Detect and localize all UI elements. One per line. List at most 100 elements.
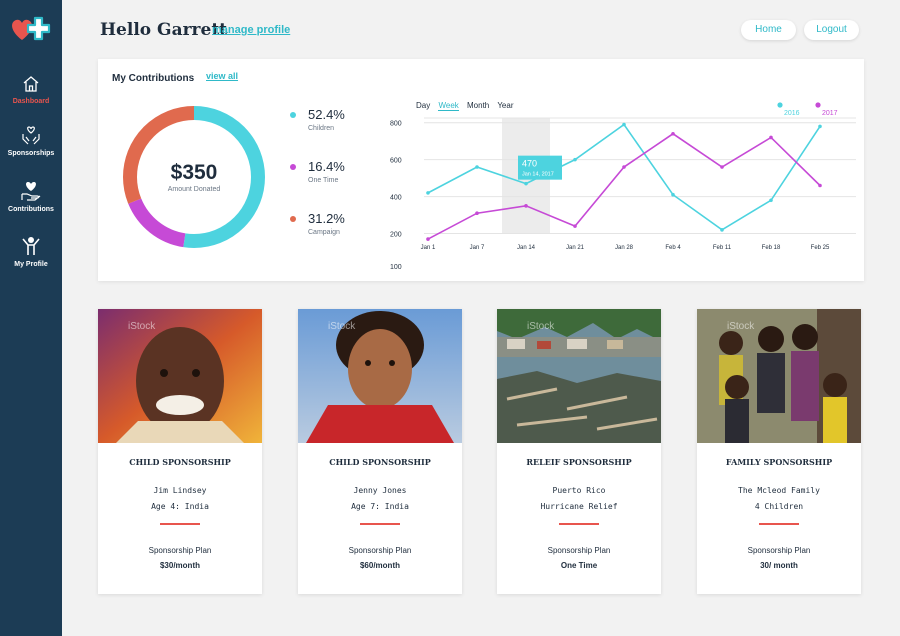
sponsored-child-photo: iStock <box>298 309 462 443</box>
data-point <box>524 204 528 208</box>
sponsorship-type: RELEIF SPONSORSHIP <box>526 457 632 467</box>
y-tick-label: 100 <box>390 264 402 271</box>
data-point <box>475 165 479 169</box>
data-point <box>426 237 430 241</box>
data-point <box>720 228 724 232</box>
data-point <box>671 131 675 136</box>
sidebar-item-dashboard[interactable]: Dashboard <box>0 74 62 105</box>
sponsorship-card[interactable]: iStock CHILD SPONSORSHIP Jim Lindsey Age… <box>98 309 262 594</box>
x-tick-label: Jan 14 <box>517 245 536 251</box>
series-line-2016 <box>427 123 821 231</box>
x-tick-label: Feb 4 <box>665 245 681 251</box>
plan-value: $30/month <box>159 561 200 570</box>
plan-value: $60/month <box>359 561 400 570</box>
stat-label: Campaign <box>308 229 340 236</box>
y-tick-label: 400 <box>390 195 402 202</box>
family-photo: iStock <box>697 309 861 443</box>
data-point <box>524 181 528 186</box>
sponsor-name: Puerto Rico <box>552 486 606 495</box>
logout-button[interactable]: Logout <box>804 20 859 40</box>
stat-label: One Time <box>308 177 339 184</box>
x-tick-label: Feb 11 <box>713 245 732 251</box>
donut-segment-campaign <box>123 106 265 248</box>
data-point <box>426 191 430 195</box>
contributions-title: My Contributions <box>112 73 195 84</box>
divider <box>160 523 200 525</box>
y-tick-label: 800 <box>390 121 402 128</box>
tooltip-date: Jan 14, 2017 <box>522 172 554 178</box>
data-point <box>818 183 822 188</box>
plan-label: Sponsorship Plan <box>547 546 611 555</box>
legend-dot <box>290 164 296 170</box>
sponsorship-card[interactable]: iStock CHILD SPONSORSHIP Jenny Jones Age… <box>298 309 462 594</box>
hands-heart-icon <box>22 126 40 145</box>
data-point <box>769 198 773 203</box>
sponsorship-type: CHILD SPONSORSHIP <box>129 457 231 467</box>
sidebar-item-sponsorships[interactable]: Sponsorships <box>0 124 62 157</box>
plan-label: Sponsorship Plan <box>747 546 811 555</box>
sponsor-name: Jenny Jones <box>353 486 407 495</box>
sponsorship-card[interactable]: iStock RELEIF SPONSORSHIP Puerto Rico Hu… <box>497 309 661 594</box>
data-point <box>573 157 577 162</box>
legend-label: 2017 <box>822 110 838 117</box>
plan-value: 30/ month <box>760 561 798 570</box>
chart-period-tabs: Day Week Month Year <box>416 101 520 111</box>
tab-year[interactable]: Year <box>497 101 514 110</box>
sidebar: Dashboard Sponsorships Contributions My … <box>0 0 62 636</box>
x-tick-label: Feb 25 <box>811 245 830 251</box>
plan-value: One Time <box>560 561 598 570</box>
stat-value: 16.4% <box>308 159 345 174</box>
plan-label: Sponsorship Plan <box>348 546 412 555</box>
view-all-link[interactable]: view all <box>206 71 239 81</box>
manage-profile-link[interactable]: manage profile <box>212 24 291 36</box>
y-tick-label: 600 <box>390 158 402 165</box>
sidebar-item-label: Sponsorships <box>7 150 55 157</box>
person-icon <box>22 237 40 255</box>
tooltip-value: 470 <box>522 159 537 169</box>
divider <box>559 523 599 525</box>
sponsor-detail: Age 4: India <box>151 502 209 511</box>
sponsor-name: The Mcleod Family <box>738 486 820 495</box>
sidebar-item-my-profile[interactable]: My Profile <box>0 235 62 268</box>
sponsored-child-photo: iStock <box>98 309 262 443</box>
sponsor-detail: Hurricane Relief <box>540 502 618 511</box>
legend-dot <box>777 102 783 108</box>
divider <box>759 523 799 525</box>
y-tick-label: 200 <box>390 232 402 239</box>
sponsor-name: Jim Lindsey <box>153 486 207 495</box>
data-point <box>769 135 773 140</box>
watermark: iStock <box>527 321 555 332</box>
sidebar-item-contributions[interactable]: Contributions <box>0 180 62 213</box>
donut-chart <box>123 106 265 248</box>
contributions-line-chart: 800 600 400 200 100 Jan 1 Jan 7 Jan 14 Jan 21 Jan… <box>390 102 856 271</box>
legend-label: 2016 <box>784 110 800 117</box>
stat-value: 31.2% <box>308 211 345 226</box>
relief-photo: iStock <box>497 309 661 443</box>
heart-hand-icon <box>21 182 41 201</box>
legend-dot <box>815 102 821 108</box>
sidebar-item-label: Contributions <box>8 206 54 213</box>
data-point <box>475 211 479 216</box>
sponsorship-type: CHILD SPONSORSHIP <box>329 457 431 467</box>
watermark: iStock <box>128 321 156 332</box>
legend-dot <box>290 112 296 118</box>
tab-day[interactable]: Day <box>416 101 431 110</box>
x-tick-label: Feb 18 <box>762 245 781 251</box>
sponsorship-card[interactable]: iStock FAMILY SPONSORSHIP The Mcleod Fam… <box>697 309 861 594</box>
tab-month[interactable]: Month <box>467 101 490 110</box>
home-button[interactable]: Home <box>741 20 796 40</box>
sponsor-detail: Age 7: India <box>351 502 409 511</box>
sponsorship-type: FAMILY SPONSORSHIP <box>725 457 833 467</box>
home-icon <box>23 76 39 92</box>
sidebar-item-label: My Profile <box>14 261 48 268</box>
page-title: Hello Garrett <box>100 20 228 40</box>
data-point <box>818 124 822 129</box>
data-point <box>622 165 626 169</box>
tooltip-box <box>518 155 562 180</box>
x-tick-label: Jan 7 <box>470 245 485 251</box>
amount-donated-label: Amount Donated <box>167 186 221 193</box>
watermark: iStock <box>727 321 755 332</box>
sponsor-detail: 4 Children <box>754 502 804 511</box>
logo-heart-plus-icon[interactable] <box>8 14 56 44</box>
tab-week[interactable]: Week <box>438 101 459 111</box>
